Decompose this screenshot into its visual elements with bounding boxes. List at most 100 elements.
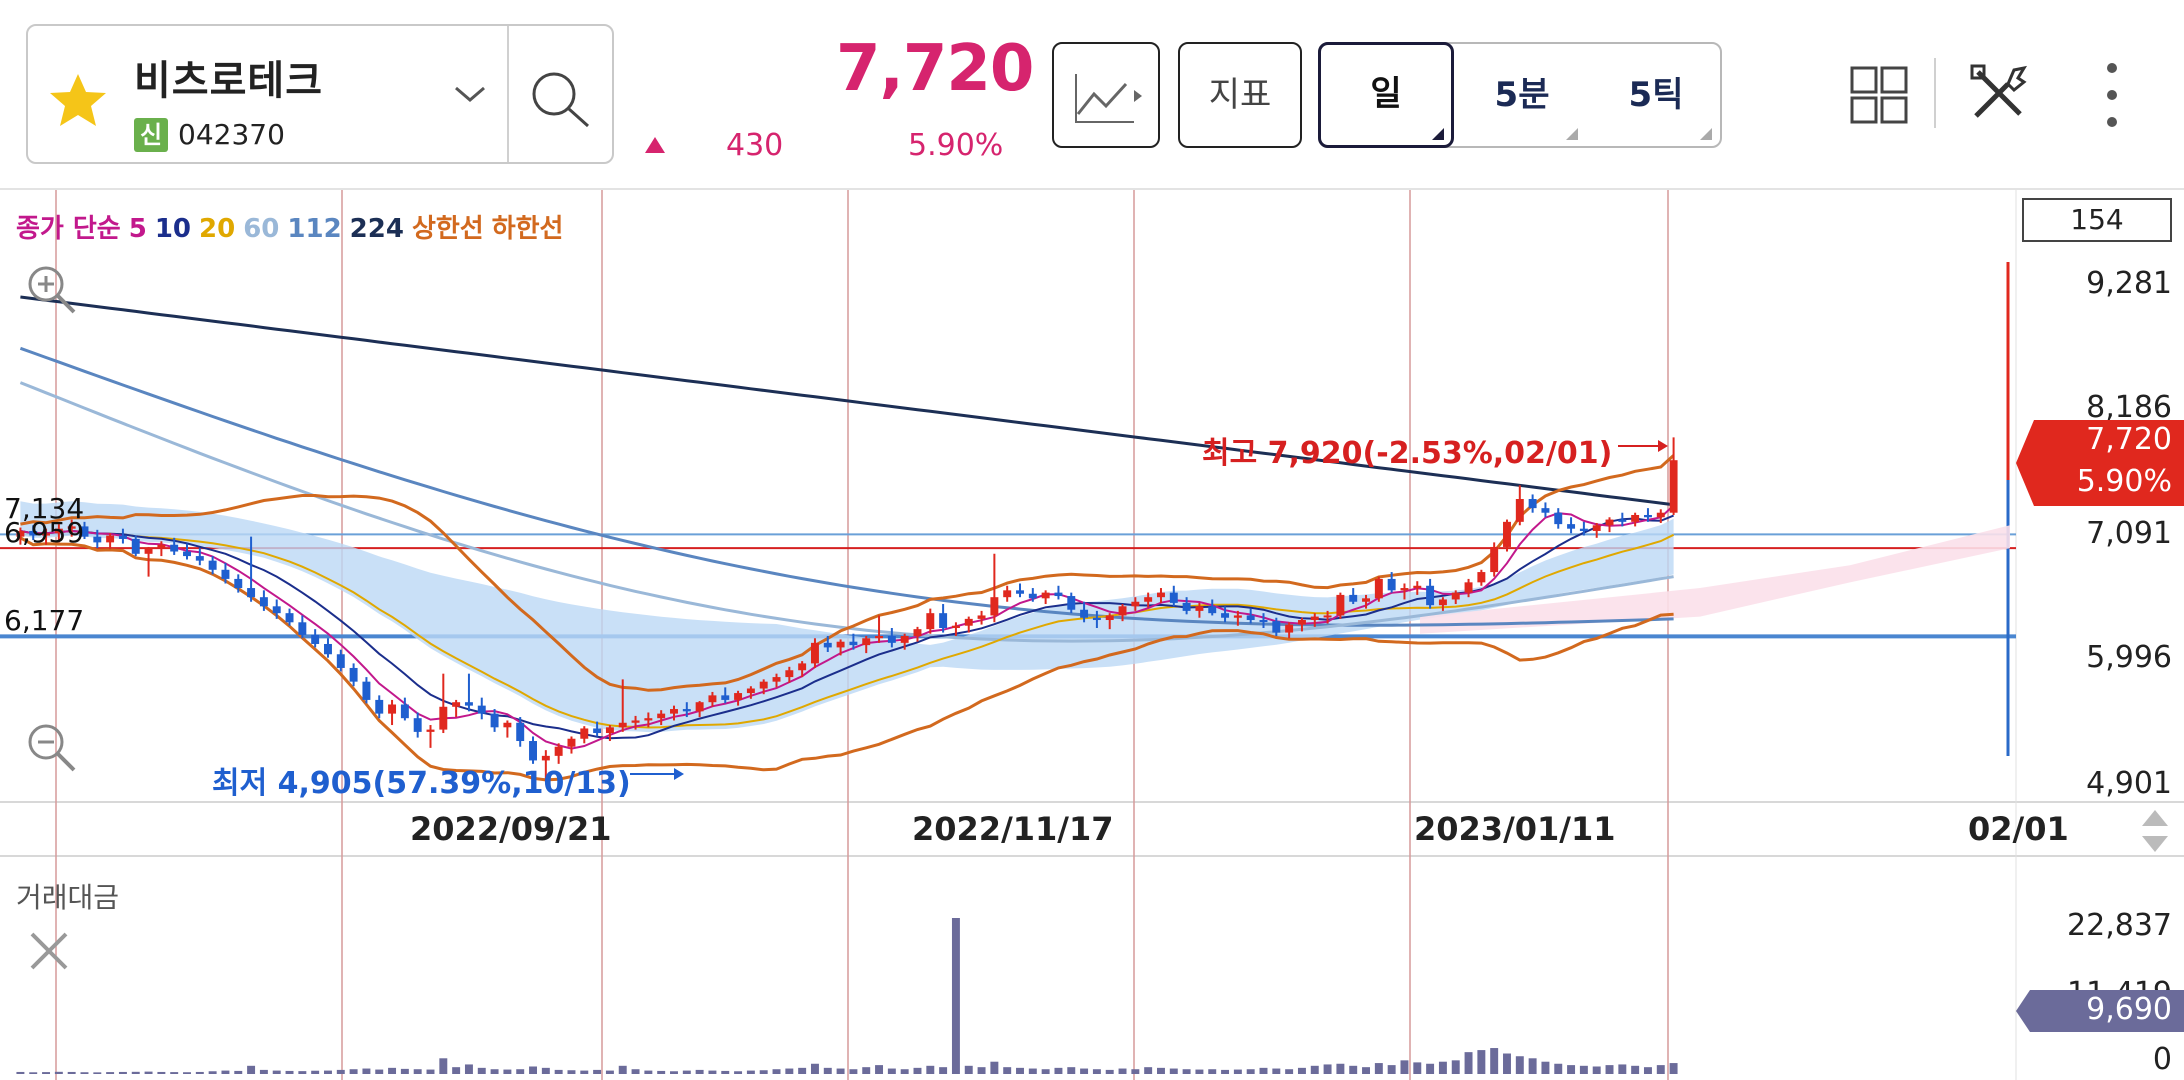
volume-bar	[413, 1069, 422, 1074]
candle-body	[926, 613, 935, 630]
divider	[507, 26, 509, 162]
volume-bar	[439, 1058, 448, 1074]
volume-bar	[1285, 1069, 1294, 1074]
candle-body	[1387, 578, 1396, 591]
candle-body	[695, 702, 704, 712]
candle-body	[234, 578, 243, 589]
current-price-tag-pct: 5.90%	[2076, 464, 2172, 499]
corner-mark	[1700, 128, 1712, 140]
volume-bar	[42, 1072, 51, 1074]
volume-bar	[516, 1069, 525, 1074]
candle-body	[131, 538, 140, 554]
candle-body	[1054, 592, 1063, 597]
volume-bar	[157, 1071, 166, 1074]
candle-body	[1426, 585, 1435, 606]
candle-body	[734, 693, 743, 700]
tools-icon[interactable]	[1968, 62, 2030, 124]
volume-bar	[1310, 1065, 1319, 1074]
price-tick: 9,281	[2086, 266, 2172, 301]
volume-bar	[1477, 1050, 1486, 1074]
volume-bar	[1118, 1068, 1127, 1074]
volume-bar	[1451, 1060, 1460, 1074]
candle-body	[1490, 546, 1499, 573]
period-5min-button[interactable]: 5분	[1494, 75, 1550, 115]
volume-bar	[1323, 1064, 1332, 1074]
candle-body	[554, 746, 563, 756]
period-day-button[interactable]: 일	[1318, 42, 1454, 148]
candle-body	[388, 704, 397, 714]
candle-body	[452, 702, 461, 707]
candle-body	[1336, 594, 1345, 616]
layout-grid-icon[interactable]	[1850, 66, 1908, 124]
volume-bar	[1528, 1058, 1537, 1074]
candle-body	[823, 642, 832, 648]
volume-bar	[1054, 1067, 1063, 1074]
candle-body	[1285, 624, 1294, 633]
candle-body	[195, 556, 204, 561]
candle-body	[413, 718, 422, 732]
candle-body	[1067, 596, 1076, 610]
zoom-out-icon[interactable]	[24, 720, 78, 774]
volume-bar	[1131, 1069, 1140, 1074]
chevron-down-icon[interactable]	[452, 82, 488, 106]
volume-bar	[183, 1072, 191, 1074]
candle-count-box[interactable]: 154	[2022, 198, 2172, 242]
volume-bar	[1362, 1067, 1370, 1074]
ma-value-label: 6,177	[4, 604, 85, 637]
current-price-tag	[2016, 420, 2184, 506]
volume-bar	[1387, 1065, 1396, 1074]
candle-body	[1157, 592, 1165, 598]
zoom-in-icon[interactable]	[24, 262, 78, 316]
scroll-arrows-icon[interactable]	[2138, 806, 2172, 856]
volume-bar	[605, 1070, 614, 1074]
volume-bar	[298, 1071, 307, 1074]
candle-body	[490, 713, 499, 728]
volume-bar	[247, 1065, 256, 1074]
candle-body	[1195, 606, 1204, 611]
indicator-legend[interactable]: 종가 단순 5 10 20 60 112 224 상한선 하한선	[16, 208, 571, 245]
stock-selector[interactable]	[26, 24, 614, 164]
candle-body	[1246, 615, 1255, 621]
candle-body	[1528, 499, 1537, 509]
favorite-star-icon[interactable]	[48, 72, 108, 128]
volume-bar	[657, 1070, 666, 1074]
volume-bar	[272, 1070, 281, 1074]
period-5tick-button[interactable]: 5틱	[1628, 75, 1684, 115]
legend-item: 60	[243, 214, 280, 244]
candle-body	[746, 688, 755, 694]
line-chart-icon	[1075, 74, 1142, 123]
candle-body	[1631, 514, 1640, 522]
chart-type-button[interactable]	[1052, 42, 1160, 148]
more-vertical-icon[interactable]	[2102, 60, 2122, 130]
indicator-button[interactable]: 지표	[1178, 42, 1302, 148]
volume-bar	[452, 1067, 461, 1074]
candle-body	[1567, 524, 1576, 529]
volume-bar	[1233, 1069, 1242, 1074]
candle-body	[541, 755, 550, 761]
legend-item: 5	[128, 214, 147, 244]
volume-bar	[875, 1065, 884, 1074]
candle-body	[1605, 519, 1614, 526]
candle-body	[1144, 597, 1153, 602]
legend-item: 20	[199, 214, 236, 244]
ma20-line	[20, 529, 1675, 729]
volume-bar	[1208, 1069, 1217, 1074]
candle-body	[157, 544, 166, 549]
close-icon[interactable]	[26, 928, 72, 974]
price-chart[interactable]	[0, 190, 2184, 1080]
candle-body	[54, 528, 63, 534]
ma-value-label: 6,959	[4, 516, 85, 549]
volume-bar	[29, 1072, 38, 1074]
volume-bar	[926, 1065, 935, 1074]
price-change-percent: 5.90%	[908, 128, 1004, 163]
search-icon[interactable]	[528, 68, 594, 130]
date-label: 2023/01/11	[1414, 810, 1616, 848]
volume-bar	[695, 1069, 704, 1074]
volume-bar	[1631, 1065, 1640, 1074]
candle-body	[964, 618, 973, 626]
volume-bar	[862, 1067, 871, 1074]
candle-body	[1323, 615, 1332, 618]
candle-body	[1041, 592, 1050, 599]
volume-bar	[1067, 1067, 1076, 1074]
candle-body	[939, 613, 948, 629]
